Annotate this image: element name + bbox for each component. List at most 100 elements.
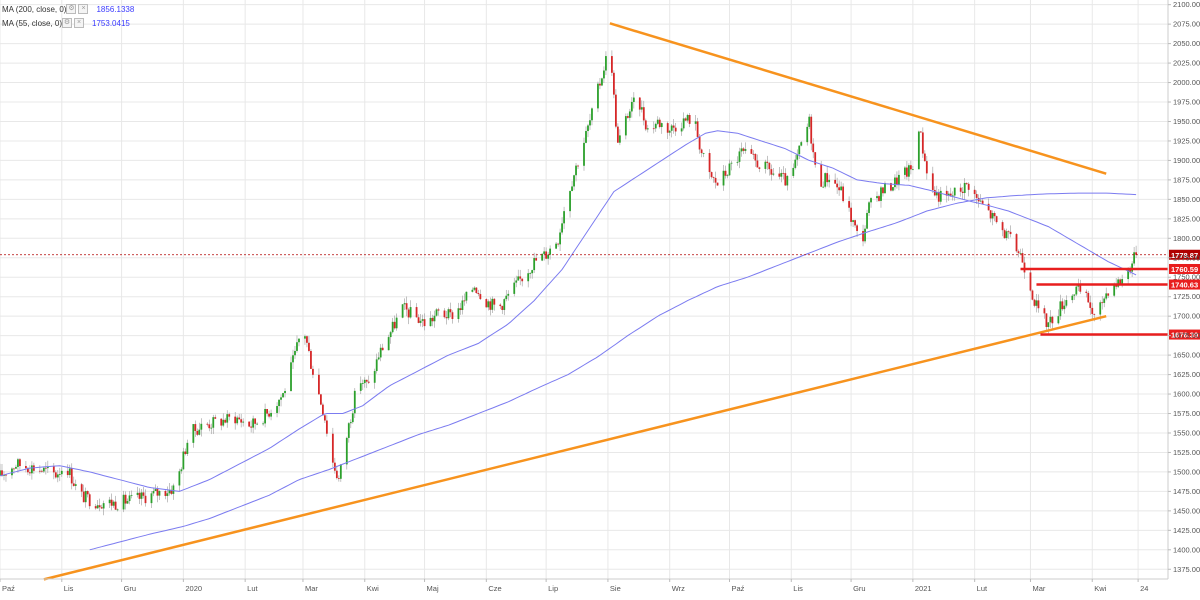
candle-down: [184, 451, 187, 454]
candle-down: [489, 301, 492, 310]
candle-down: [194, 424, 197, 431]
candle-down: [144, 495, 147, 504]
candle-up: [951, 195, 954, 197]
candle-up: [800, 142, 803, 146]
candle-down: [921, 132, 924, 154]
candle-down: [758, 167, 761, 169]
candle-up: [130, 494, 133, 496]
candle-up: [963, 182, 966, 193]
candle-down: [742, 148, 745, 151]
x-tick-label: Kwi: [367, 584, 379, 593]
legend-ma200-value: 1856.1338: [96, 4, 135, 14]
candle-down: [782, 172, 785, 174]
candle-down: [254, 418, 257, 424]
candle-up: [15, 466, 17, 469]
candle-up: [182, 451, 185, 470]
candle-down: [967, 183, 970, 190]
candle-down: [206, 423, 209, 425]
settings-icon[interactable]: ⚙: [62, 18, 73, 28]
candle-down: [981, 200, 984, 204]
candle-down: [923, 153, 926, 162]
x-tick-label: Mar: [305, 584, 318, 593]
ma200-line: [89, 192, 1137, 551]
candle-up: [668, 130, 671, 133]
candle-down: [405, 303, 408, 310]
candle-down: [937, 191, 940, 202]
candle-down: [1135, 252, 1138, 255]
candle-up: [1035, 300, 1038, 306]
legend-ma200-name: MA (200, close, 0): [2, 4, 67, 14]
candle-up: [589, 120, 591, 126]
candle-down: [688, 114, 691, 124]
close-icon[interactable]: ×: [78, 4, 89, 14]
candle-up: [42, 467, 45, 472]
candle-down: [451, 312, 454, 320]
candle-up: [1071, 295, 1074, 301]
y-tick-label: 1375.00: [1173, 565, 1200, 574]
candle-down: [696, 121, 699, 137]
candle-down: [1029, 272, 1032, 291]
candle-up: [575, 165, 577, 176]
candle-up: [527, 273, 530, 282]
candle-down: [431, 317, 434, 322]
candle-down: [1007, 231, 1010, 233]
candle-up: [1127, 268, 1130, 280]
candle-up: [979, 200, 982, 202]
x-tick-label: 24: [1140, 584, 1148, 593]
candle-down: [228, 414, 231, 417]
y-tick-label: 1925.00: [1173, 136, 1200, 145]
candle-up: [806, 126, 809, 143]
legend-row-ma200: MA (200, close, 0) ⚙ × 1856.1338: [2, 2, 134, 16]
candle-down: [1045, 313, 1048, 328]
candle-up: [1113, 284, 1116, 296]
candle-up: [17, 459, 19, 467]
y-tick-label: 1675.00: [1173, 331, 1200, 340]
candle-up: [1099, 302, 1102, 315]
candle-down: [170, 489, 173, 494]
candle-down: [698, 136, 701, 150]
candle-down: [599, 83, 601, 86]
candle-up: [278, 399, 280, 407]
legend-ma55-value: 1753.0415: [92, 18, 130, 28]
candle-down: [335, 470, 338, 479]
settings-icon[interactable]: ⚙: [66, 4, 77, 14]
candle-up: [824, 173, 827, 187]
candle-down: [323, 415, 326, 421]
candle-up: [152, 491, 155, 494]
candle-up: [573, 175, 575, 187]
candle-down: [545, 251, 548, 259]
candle-down: [19, 459, 21, 467]
candle-down: [993, 213, 996, 217]
candle-down: [521, 278, 524, 282]
candle-up: [461, 300, 464, 311]
candle-up: [290, 362, 292, 391]
y-tick-label: 1750.00: [1173, 273, 1200, 282]
candle-up: [559, 232, 561, 245]
candle-down: [1043, 308, 1046, 314]
candle-up: [102, 503, 105, 509]
candle-up: [186, 442, 189, 454]
candle-up: [345, 437, 348, 465]
candle-down: [672, 125, 675, 128]
candle-down: [94, 506, 97, 509]
candle-down: [700, 149, 703, 154]
y-tick-label: 1625.00: [1173, 370, 1200, 379]
candle-down: [949, 193, 952, 196]
candle-up: [212, 417, 215, 428]
candle-up: [503, 299, 506, 310]
candle-up: [792, 167, 795, 176]
candle-up: [373, 371, 376, 383]
candle-up: [694, 121, 697, 124]
close-icon[interactable]: ×: [74, 18, 85, 28]
candle-up: [68, 468, 71, 476]
candle-up: [1047, 322, 1050, 328]
candle-down: [882, 187, 884, 194]
candle-down: [642, 107, 645, 121]
candle-down: [973, 189, 976, 195]
candle-down: [838, 187, 841, 191]
candle-up: [738, 151, 741, 162]
moving-averages: [0, 130, 1137, 551]
candle-down: [1107, 293, 1110, 296]
